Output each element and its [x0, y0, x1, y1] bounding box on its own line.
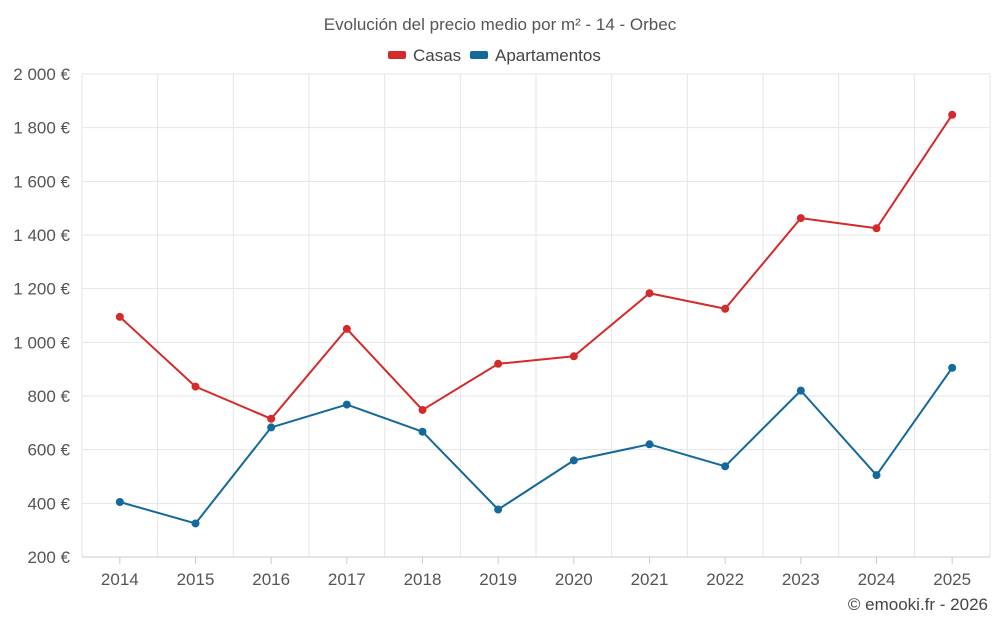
data-point-casas[interactable]	[569, 352, 578, 361]
x-tick-label: 2020	[555, 570, 593, 589]
legend: Casas Apartamentos	[388, 46, 601, 65]
credit-text: © emooki.fr - 2026	[848, 595, 988, 614]
grid	[81, 73, 991, 557]
series-casas	[115, 110, 957, 423]
data-point-apartamentos[interactable]	[191, 519, 200, 528]
legend-swatch	[388, 51, 406, 59]
data-point-casas[interactable]	[721, 304, 730, 313]
data-point-casas[interactable]	[267, 414, 276, 423]
x-tick-label: 2018	[404, 570, 442, 589]
y-tick-label: 400 €	[27, 494, 70, 513]
y-axis: 200 € 400 € 600 € 800 € 1 000 € 1 200 € 1 400 …	[13, 65, 70, 567]
y-tick-label: 200 €	[27, 548, 70, 567]
data-point-casas[interactable]	[418, 405, 427, 414]
data-point-casas[interactable]	[645, 289, 654, 298]
data-point-apartamentos[interactable]	[267, 423, 276, 432]
legend-item-apartamentos[interactable]: Apartamentos	[470, 46, 601, 65]
data-point-apartamentos[interactable]	[569, 456, 578, 465]
data-point-casas[interactable]	[796, 214, 805, 223]
data-point-casas[interactable]	[494, 359, 503, 368]
x-tick-label: 2025	[933, 570, 971, 589]
y-tick-label: 1 800 €	[13, 119, 70, 138]
data-point-apartamentos[interactable]	[872, 471, 881, 480]
x-tick-label: 2022	[706, 570, 744, 589]
series-line-apartamentos	[119, 367, 953, 525]
data-point-apartamentos[interactable]	[494, 505, 503, 514]
y-tick-label: 1 200 €	[13, 280, 70, 299]
data-point-casas[interactable]	[948, 110, 957, 119]
legend-label: Apartamentos	[495, 46, 601, 65]
y-tick-label: 600 €	[27, 441, 70, 460]
y-tick-label: 2 000 €	[13, 65, 70, 84]
chart-title: Evolución del precio medio por m² - 14 -…	[324, 15, 677, 34]
data-point-apartamentos[interactable]	[721, 462, 730, 471]
y-tick-label: 1 400 €	[13, 226, 70, 245]
legend-item-casas[interactable]: Casas	[388, 46, 461, 65]
data-point-apartamentos[interactable]	[796, 386, 805, 395]
data-point-casas[interactable]	[342, 324, 351, 333]
x-tick-label: 2017	[328, 570, 366, 589]
data-point-casas[interactable]	[872, 224, 881, 233]
data-point-apartamentos[interactable]	[115, 497, 124, 506]
legend-label: Casas	[413, 46, 461, 65]
x-tick-label: 2016	[252, 570, 290, 589]
y-tick-label: 1 600 €	[13, 172, 70, 191]
data-point-apartamentos[interactable]	[948, 363, 957, 372]
data-point-apartamentos[interactable]	[342, 400, 351, 409]
y-tick-label: 1 000 €	[13, 333, 70, 352]
x-tick-label: 2015	[177, 570, 215, 589]
data-point-apartamentos[interactable]	[645, 440, 654, 449]
x-tick-label: 2021	[631, 570, 669, 589]
x-tick-label: 2023	[782, 570, 820, 589]
x-axis: 2014 2015 2016 2017 2018 2019 2020 2021 2022 2023…	[82, 556, 990, 589]
series-layer	[115, 110, 957, 528]
data-point-casas[interactable]	[191, 382, 200, 391]
x-tick-label: 2019	[479, 570, 517, 589]
series-line-casas	[119, 114, 953, 420]
data-point-apartamentos[interactable]	[418, 427, 427, 436]
y-tick-label: 800 €	[27, 387, 70, 406]
series-apartamentos	[115, 363, 957, 528]
data-point-casas[interactable]	[115, 312, 124, 321]
x-tick-label: 2014	[101, 570, 139, 589]
legend-swatch	[470, 51, 488, 59]
x-tick-label: 2024	[858, 570, 896, 589]
